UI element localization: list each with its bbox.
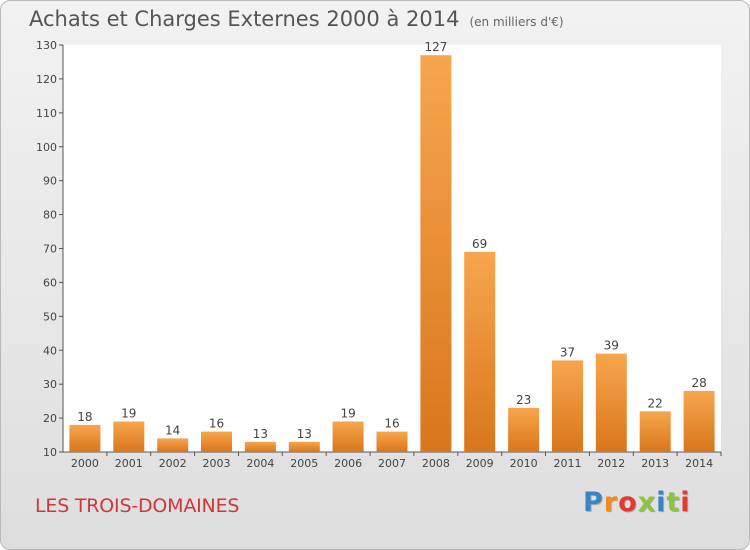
- x-tick-label-2009: 2009: [466, 457, 494, 470]
- y-tick-label: 20: [43, 412, 57, 425]
- bar-2013: [639, 411, 671, 452]
- data-label-2001: 19: [121, 407, 136, 421]
- logo-letter: P: [583, 487, 604, 518]
- x-tick-label-2013: 2013: [641, 457, 669, 470]
- bar-2012: [595, 353, 627, 452]
- bar-2011: [552, 360, 583, 452]
- x-tick-label-2004: 2004: [246, 457, 274, 470]
- bar-2001: [113, 421, 145, 452]
- data-label-2002: 14: [165, 423, 180, 437]
- bar-2014: [683, 390, 715, 452]
- logo-letter: i: [680, 487, 691, 518]
- bar-2009: [464, 251, 496, 452]
- x-tick-label-2010: 2010: [510, 457, 538, 470]
- y-tick-label: 110: [36, 107, 57, 120]
- proxiti-logo: Proxiti: [583, 487, 691, 518]
- data-label-2010: 23: [516, 393, 531, 407]
- x-tick-label-2006: 2006: [334, 457, 362, 470]
- y-tick-label: 40: [43, 344, 57, 357]
- chart-title: Achats et Charges Externes 2000 à 2014 (e…: [29, 7, 564, 31]
- y-tick-label: 60: [43, 276, 57, 289]
- data-label-2009: 69: [472, 237, 487, 251]
- data-label-2006: 19: [340, 407, 355, 421]
- chart-subtitle: (en milliers d'€): [469, 15, 564, 29]
- data-label-2005: 13: [297, 427, 312, 441]
- data-label-2013: 22: [648, 396, 663, 410]
- data-label-2011: 37: [560, 345, 575, 359]
- y-tick-label: 130: [36, 39, 57, 52]
- logo-letter: o: [618, 487, 638, 518]
- bars: 18 19 14 16 13 13 19 16 127 69 23 37 39 22 28: [69, 40, 715, 452]
- bar-2003: [201, 431, 232, 452]
- data-label-2004: 13: [253, 427, 268, 441]
- x-tick-label-2007: 2007: [378, 457, 406, 470]
- bar-2002: [157, 438, 189, 452]
- y-tick-label: 70: [43, 243, 57, 256]
- x-tick-label-2012: 2012: [597, 457, 625, 470]
- x-tick-label-2002: 2002: [159, 457, 187, 470]
- y-tick-label: 80: [43, 209, 57, 222]
- bar-2006: [332, 421, 364, 452]
- logo-letter: t: [666, 487, 681, 518]
- bar-2004: [244, 441, 276, 452]
- bar-2005: [288, 441, 320, 452]
- data-label-2003: 16: [209, 417, 224, 431]
- bar-2000: [69, 424, 101, 452]
- logo-letter: x: [637, 487, 657, 518]
- x-tick-label-2008: 2008: [422, 457, 450, 470]
- bar-2010: [508, 407, 540, 452]
- logo-letter: i: [656, 487, 667, 518]
- x-tick-label-2003: 2003: [203, 457, 231, 470]
- y-tick-label: 10: [43, 446, 57, 459]
- y-tick-label: 90: [43, 175, 57, 188]
- y-tick-label: 100: [36, 141, 57, 154]
- x-tick-label-2005: 2005: [290, 457, 318, 470]
- data-label-2012: 39: [604, 339, 619, 353]
- bar-2008: [420, 55, 452, 452]
- data-label-2007: 16: [384, 417, 399, 431]
- y-tick-label: 30: [43, 378, 57, 391]
- y-tick-label: 120: [36, 73, 57, 86]
- location-label: LES TROIS-DOMAINES: [35, 495, 240, 517]
- logo-letter: r: [603, 487, 619, 518]
- data-label-2008: 127: [424, 40, 447, 54]
- x-tick-label-2000: 2000: [71, 457, 99, 470]
- x-tick-label-2011: 2011: [554, 457, 582, 470]
- x-tick-label-2001: 2001: [115, 457, 143, 470]
- x-tick-label-2014: 2014: [685, 457, 713, 470]
- bar-2007: [376, 431, 408, 452]
- title-text: Achats et Charges Externes 2000 à 2014: [29, 7, 460, 31]
- data-label-2014: 28: [691, 376, 706, 390]
- axes: 10 20 30 40 50 60 70 80 90 100 110 120 130 2000 2001 20…: [36, 39, 722, 470]
- y-tick-label: 50: [43, 310, 57, 323]
- data-label-2000: 18: [77, 410, 92, 424]
